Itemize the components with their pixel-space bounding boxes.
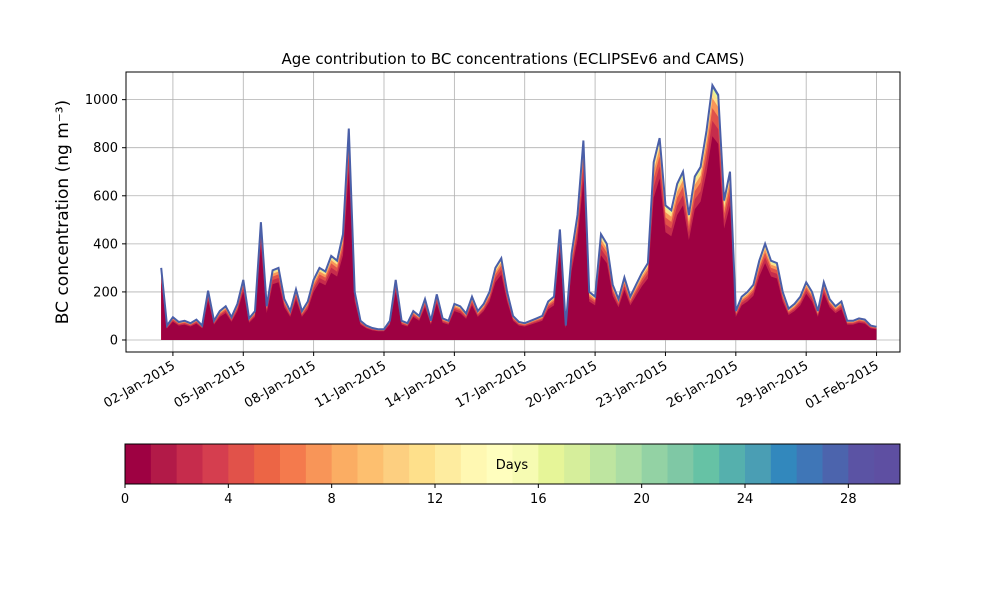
y-tick-label: 1000 xyxy=(85,93,118,108)
colorbar-swatch xyxy=(590,444,617,484)
colorbar-swatch xyxy=(512,444,539,484)
colorbar-swatch xyxy=(409,444,436,484)
x-axis: 02-Jan-201505-Jan-201508-Jan-201511-Jan-… xyxy=(101,352,882,412)
colorbar-swatch xyxy=(538,444,565,484)
colorbar-swatch xyxy=(667,444,694,484)
y-tick-label: 400 xyxy=(93,237,118,252)
colorbar-tick-label: 8 xyxy=(328,492,336,507)
x-tick-label: 05-Jan-2015 xyxy=(172,358,249,411)
y-tick-label: 800 xyxy=(93,141,118,156)
colorbar-swatch xyxy=(460,444,488,484)
chart-title: Age contribution to BC concentrations (E… xyxy=(282,50,745,68)
colorbar-swatch xyxy=(796,444,823,484)
colorbar-swatch xyxy=(822,444,849,484)
x-tick-label: 26-Jan-2015 xyxy=(664,358,741,411)
colorbar: Days 0 4 8 12 16 20 24 28 xyxy=(121,443,901,507)
colorbar-swatch xyxy=(331,444,358,484)
colorbar-frame xyxy=(124,443,901,485)
y-axis: 0 200 400 600 800 1000 xyxy=(85,93,126,348)
colorbar-swatch xyxy=(564,444,591,484)
colorbar-swatch xyxy=(770,444,798,484)
y-axis-label: BC concentration (ng m⁻³) xyxy=(53,100,73,324)
colorbar-tick-label: 28 xyxy=(840,492,857,507)
age-band-area xyxy=(161,136,877,340)
colorbar-swatch xyxy=(280,444,307,484)
colorbar-swatch xyxy=(745,444,772,484)
colorbar-swatch xyxy=(486,444,513,484)
x-tick-label: 17-Jan-2015 xyxy=(453,358,530,411)
colorbar-swatch xyxy=(874,444,901,484)
colorbar-swatch xyxy=(305,444,333,484)
colorbar-tick-label: 4 xyxy=(224,492,232,507)
y-tick-label: 200 xyxy=(93,285,118,300)
colorbar-swatch xyxy=(228,444,255,484)
colorbar-swatch xyxy=(719,444,746,484)
colorbar-swatch xyxy=(150,444,178,484)
colorbar-swatch xyxy=(693,444,720,484)
plot-frame xyxy=(125,71,901,353)
x-tick-label: 20-Jan-2015 xyxy=(523,358,600,411)
x-tick-label: 29-Jan-2015 xyxy=(735,358,812,411)
colorbar-tick-label: 20 xyxy=(633,492,650,507)
colorbar-tick-label: 0 xyxy=(121,492,129,507)
x-tick-label: 02-Jan-2015 xyxy=(101,358,178,411)
colorbar-label: Days xyxy=(496,458,529,473)
colorbar-swatch xyxy=(848,444,875,484)
colorbar-swatch xyxy=(641,444,668,484)
colorbar-swatch xyxy=(202,444,229,484)
colorbar-tick-label: 16 xyxy=(530,492,547,507)
colorbar-swatch xyxy=(383,444,410,484)
total-concentration-line xyxy=(160,82,877,331)
x-tick-label: 11-Jan-2015 xyxy=(312,358,389,411)
colorbar-swatch xyxy=(357,444,384,484)
stacked-age-areas xyxy=(160,82,877,341)
y-tick-label: 0 xyxy=(110,333,118,348)
x-tick-label: 23-Jan-2015 xyxy=(594,358,671,411)
colorbar-swatch xyxy=(176,444,203,484)
colorbar-swatch xyxy=(615,444,643,484)
y-tick-label: 600 xyxy=(93,189,118,204)
colorbar-swatch xyxy=(125,444,152,484)
colorbar-tick-label: 12 xyxy=(427,492,444,507)
x-tick-label: 14-Jan-2015 xyxy=(383,358,460,411)
colorbar-swatch xyxy=(435,444,462,484)
x-tick-label: 08-Jan-2015 xyxy=(242,358,319,411)
colorbar-tick-label: 24 xyxy=(737,492,754,507)
colorbar-swatch xyxy=(254,444,281,484)
x-tick-label: 01-Feb-2015 xyxy=(803,358,882,412)
